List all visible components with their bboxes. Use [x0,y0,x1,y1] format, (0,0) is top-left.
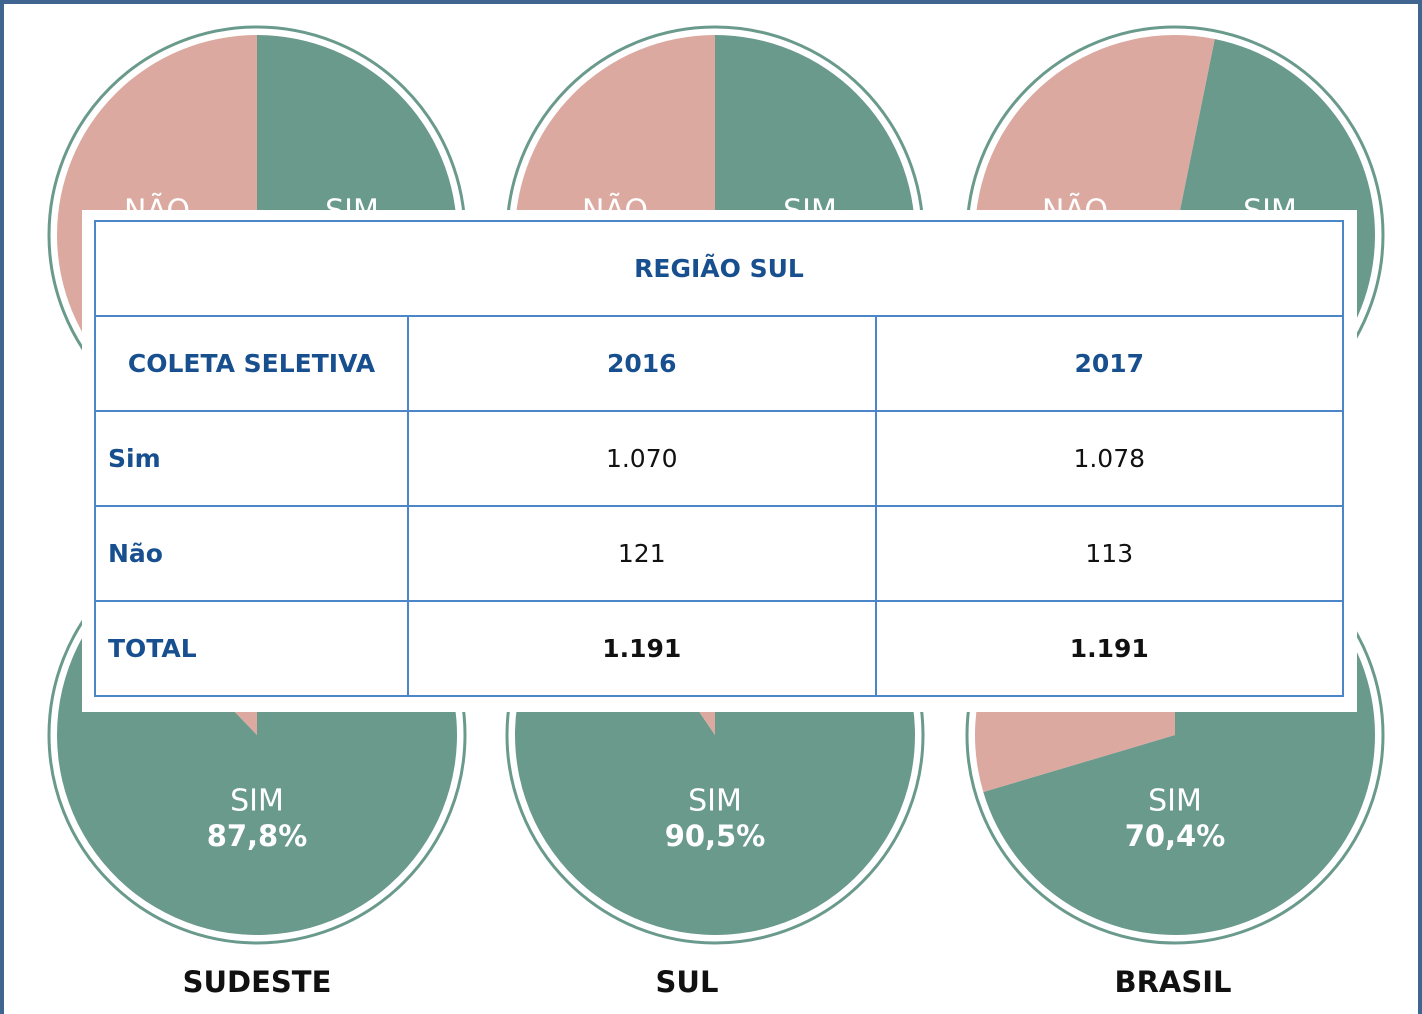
pie-title: SUDESTE [183,965,332,999]
table-title: REGIÃO SUL [94,220,1344,317]
cell: 1.078 [874,410,1344,507]
pie-title: BRASIL [1114,965,1231,999]
cell: 1.191 [874,600,1344,697]
slice-label: SIM [1148,784,1202,819]
table: REGIÃO SUL COLETA SELETIVA 2016 2017 Sim 1.… [94,220,1344,697]
table-panel: REGIÃO SUL COLETA SELETIVA 2016 2017 Sim 1.… [82,210,1357,712]
row-label: TOTAL [94,600,409,697]
slice-value: 87,8% [207,819,308,853]
row-label: Sim [94,410,409,507]
slice-label: SIM [688,784,742,819]
row-label: Não [94,505,409,602]
cell: 1.191 [407,600,877,697]
slice-label: SIM [230,784,284,819]
pie-title: SUL [656,965,719,999]
cell: 113 [874,505,1344,602]
slice-value: 90,5% [665,819,766,853]
cell: 121 [407,505,877,602]
cell: 1.070 [407,410,877,507]
header-cell: COLETA SELETIVA [94,315,409,412]
slice-value: 70,4% [1125,819,1226,853]
header-cell: 2016 [407,315,877,412]
header-cell: 2017 [874,315,1344,412]
